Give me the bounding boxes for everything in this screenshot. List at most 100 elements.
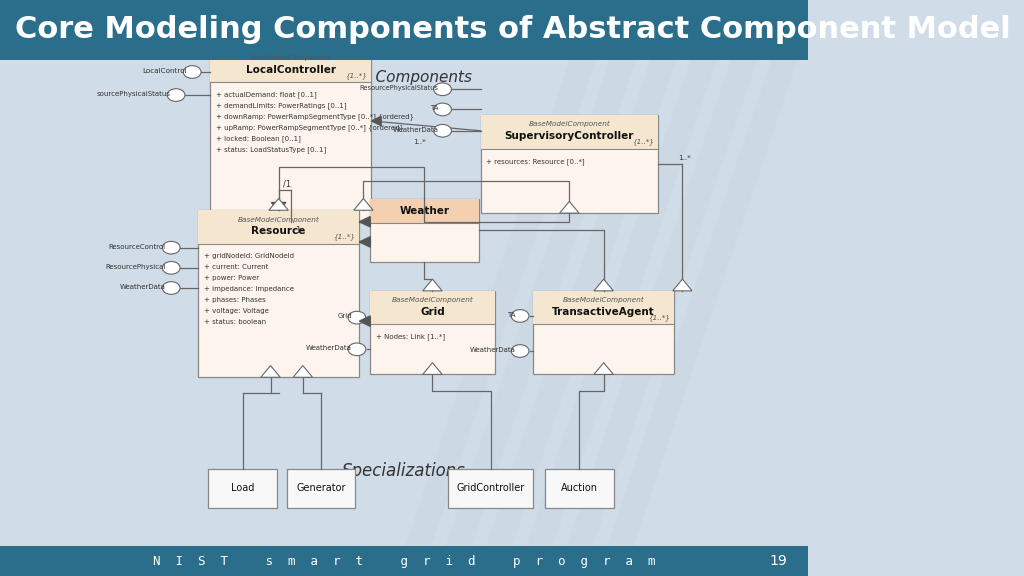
FancyBboxPatch shape [480, 115, 658, 149]
Text: Resource: Resource [252, 226, 306, 236]
Polygon shape [560, 202, 579, 213]
Polygon shape [359, 217, 371, 227]
Text: ResourceControl: ResourceControl [109, 244, 166, 249]
Text: BaseModelComponent: BaseModelComponent [250, 55, 332, 61]
Circle shape [433, 83, 452, 96]
Text: Auction: Auction [561, 483, 598, 494]
FancyBboxPatch shape [370, 291, 495, 324]
Polygon shape [673, 279, 692, 291]
FancyBboxPatch shape [370, 199, 479, 262]
Polygon shape [353, 199, 373, 210]
Polygon shape [293, 366, 312, 377]
Text: TA: TA [507, 312, 515, 318]
Text: + impedance: Impedance: + impedance: Impedance [204, 286, 294, 291]
Text: 1: 1 [295, 226, 300, 236]
FancyBboxPatch shape [534, 291, 675, 374]
Text: + demandLimits: PowerRatings [0..1]: + demandLimits: PowerRatings [0..1] [216, 103, 346, 109]
FancyBboxPatch shape [198, 210, 359, 244]
FancyBboxPatch shape [210, 49, 372, 222]
Text: BaseModelComponent: BaseModelComponent [528, 122, 610, 127]
Text: + gridNodeId: GridNodeId: + gridNodeId: GridNodeId [204, 253, 294, 259]
FancyBboxPatch shape [449, 469, 534, 508]
Circle shape [511, 344, 529, 357]
Text: Grid: Grid [420, 306, 444, 317]
FancyBboxPatch shape [198, 210, 359, 377]
Text: {1..*}: {1..*} [345, 72, 368, 79]
Text: Core Modeling Components of Abstract Component Model: Core Modeling Components of Abstract Com… [14, 16, 1011, 44]
Text: + power: Power: + power: Power [204, 275, 259, 281]
Polygon shape [423, 363, 442, 374]
Text: {1..*}: {1..*} [334, 233, 355, 240]
Text: Load: Load [231, 483, 254, 494]
Text: WeatherData: WeatherData [306, 345, 352, 351]
FancyBboxPatch shape [545, 469, 613, 508]
Text: WeatherData: WeatherData [469, 347, 515, 353]
Text: + phases: Phases: + phases: Phases [204, 297, 265, 302]
Circle shape [511, 310, 529, 323]
Text: + current: Current: + current: Current [204, 264, 268, 270]
Polygon shape [594, 363, 613, 374]
Polygon shape [261, 366, 281, 377]
Text: BaseModelComponent: BaseModelComponent [238, 217, 319, 222]
FancyBboxPatch shape [534, 291, 675, 324]
Circle shape [433, 124, 452, 137]
Text: {1..*}: {1..*} [648, 314, 671, 321]
Text: Core Components: Core Components [335, 70, 472, 85]
Text: + resources: Resource [0..*]: + resources: Resource [0..*] [486, 158, 585, 165]
FancyBboxPatch shape [287, 469, 355, 508]
Text: LocalController: LocalController [246, 65, 336, 75]
FancyBboxPatch shape [370, 291, 495, 374]
Polygon shape [359, 316, 371, 326]
Text: Specializations: Specializations [342, 462, 466, 480]
Text: + status: boolean: + status: boolean [204, 319, 265, 324]
Text: 19: 19 [770, 554, 787, 568]
Text: GridController: GridController [457, 483, 524, 494]
FancyBboxPatch shape [0, 546, 808, 576]
Circle shape [167, 89, 185, 101]
Circle shape [348, 343, 366, 356]
FancyBboxPatch shape [208, 469, 278, 508]
Text: + locked: Boolean [0..1]: + locked: Boolean [0..1] [216, 135, 300, 142]
Text: sourcePhysicalStatus: sourcePhysicalStatus [96, 91, 170, 97]
Polygon shape [269, 199, 289, 210]
Circle shape [163, 241, 180, 254]
FancyBboxPatch shape [0, 0, 808, 60]
Text: ResourcePhysicalStatus: ResourcePhysicalStatus [359, 85, 438, 90]
Text: + voltage: Voltage: + voltage: Voltage [204, 308, 268, 313]
Text: /1: /1 [283, 180, 291, 189]
Circle shape [433, 103, 452, 116]
Circle shape [183, 66, 201, 78]
Text: 1..*: 1..* [678, 156, 691, 161]
Text: + Nodes: Link [1..*]: + Nodes: Link [1..*] [376, 334, 444, 340]
Text: WeatherData: WeatherData [392, 127, 438, 132]
Text: BaseModelComponent: BaseModelComponent [391, 297, 473, 303]
Text: 1..*: 1..* [414, 139, 426, 145]
Polygon shape [271, 203, 286, 210]
Text: BaseModelComponent: BaseModelComponent [563, 297, 644, 303]
Text: Weather: Weather [399, 206, 450, 217]
Text: N  I  S  T     s  m  a  r  t     g  r  i  d     p  r  o  g  r  a  m: N I S T s m a r t g r i d p r o g r a m [153, 555, 655, 567]
Circle shape [163, 262, 180, 274]
Text: Generator: Generator [296, 483, 346, 494]
Polygon shape [594, 279, 613, 291]
Text: + downRamp: PowerRampSegmentType [0..*] {ordered}: + downRamp: PowerRampSegmentType [0..*] … [216, 113, 414, 120]
Polygon shape [423, 279, 442, 291]
Text: TransactiveAgent: TransactiveAgent [552, 306, 655, 317]
Text: + actualDemand: float [0..1]: + actualDemand: float [0..1] [216, 92, 316, 98]
Text: + status: LoadStatusType [0..1]: + status: LoadStatusType [0..1] [216, 146, 326, 153]
Text: SupervisoryController: SupervisoryController [505, 131, 634, 141]
Text: {1..*}: {1..*} [632, 138, 654, 145]
Text: Grid: Grid [338, 313, 352, 320]
FancyBboxPatch shape [480, 115, 658, 213]
Text: TA: TA [430, 105, 438, 111]
Polygon shape [372, 116, 381, 126]
FancyBboxPatch shape [370, 199, 479, 223]
Text: WeatherData: WeatherData [120, 284, 166, 290]
Circle shape [163, 282, 180, 294]
Polygon shape [359, 237, 371, 247]
Circle shape [348, 311, 366, 324]
FancyBboxPatch shape [210, 49, 372, 82]
Text: + upRamp: PowerRampSegmentType [0..*] {ordered}: + upRamp: PowerRampSegmentType [0..*] {o… [216, 124, 403, 131]
Text: ResourcePhysical: ResourcePhysical [105, 264, 166, 270]
Text: LocalControl: LocalControl [142, 68, 187, 74]
